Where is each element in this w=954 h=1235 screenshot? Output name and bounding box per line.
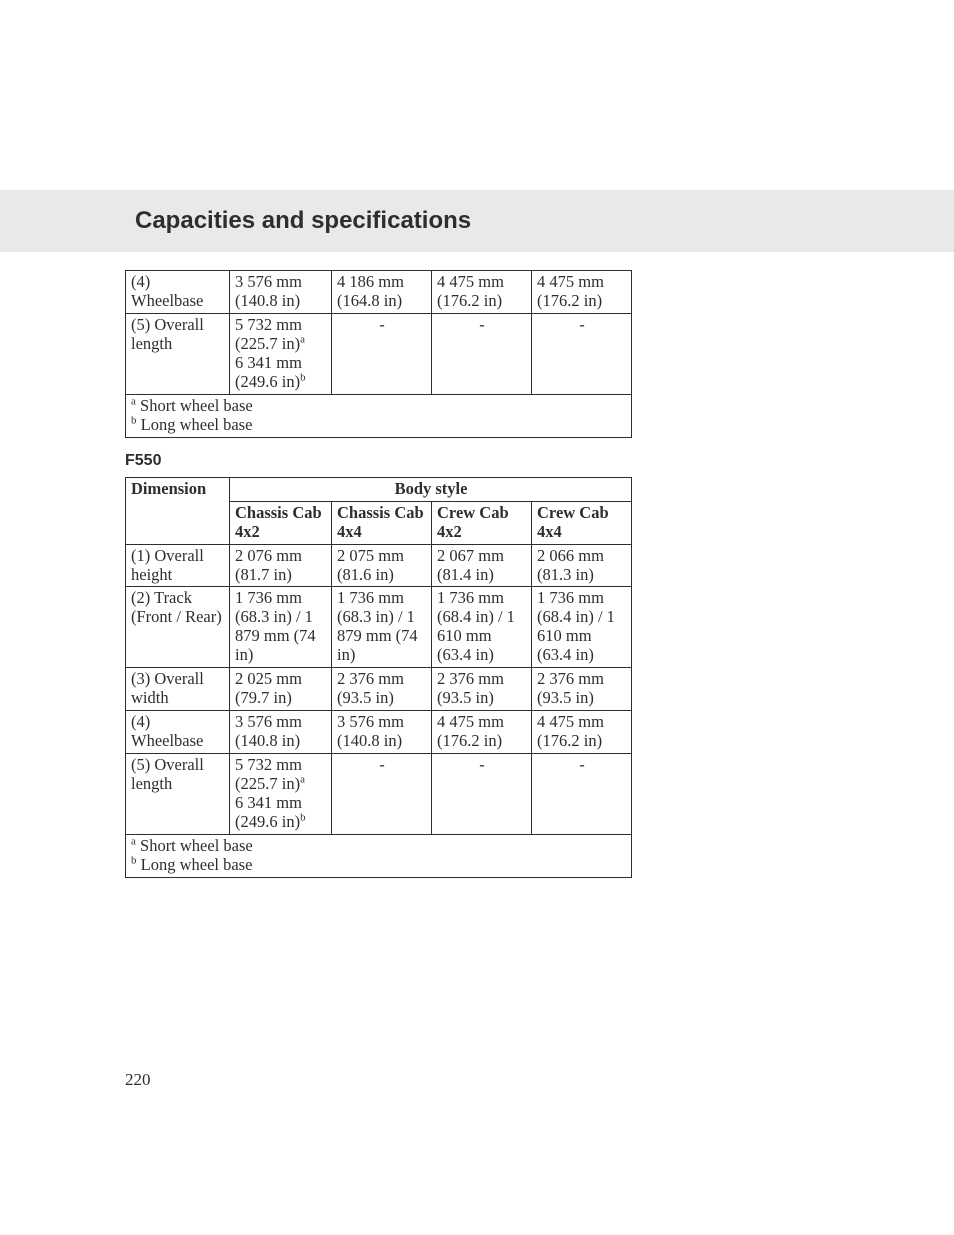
dash: - <box>337 756 427 775</box>
value-cell: - <box>532 313 632 394</box>
dash: - <box>537 316 627 335</box>
page: Capacities and specifications (4) Wheelb… <box>0 190 954 1090</box>
column-header: Chassis Cab 4x4 <box>332 501 432 544</box>
value-cell: 3 576 mm (140.8 in) <box>332 711 432 754</box>
table-footnote-row: a Short wheel base b Long wheel base <box>126 394 632 437</box>
value-cell: 4 475 mm (176.2 in) <box>532 271 632 314</box>
column-group-header: Body style <box>230 477 632 501</box>
value-cell: - <box>332 313 432 394</box>
text: (249.6 in) <box>235 372 300 391</box>
table-row: (5) Overall length 5 732 mm (225.7 in)a … <box>126 754 632 835</box>
table-row: (2) Track (Front / Rear) 1 736 mm (68.3 … <box>126 587 632 668</box>
footnote-cell: a Short wheel base b Long wheel base <box>126 835 632 878</box>
superscript: a <box>300 774 305 786</box>
value-cell: - <box>532 754 632 835</box>
model-heading: F550 <box>125 452 631 471</box>
value-cell: 2 075 mm (81.6 in) <box>332 544 432 587</box>
column-header: Crew Cab 4x2 <box>432 501 532 544</box>
table-footnote-row: a Short wheel base b Long wheel base <box>126 835 632 878</box>
header-band: Capacities and specifications <box>0 190 954 252</box>
dim-cell: (3) Overall width <box>126 668 230 711</box>
value-cell: 4 475 mm (176.2 in) <box>432 711 532 754</box>
superscript: b <box>300 812 306 824</box>
dim-cell: (2) Track (Front / Rear) <box>126 587 230 668</box>
superscript: b <box>300 371 306 383</box>
footnote-text: Short wheel base <box>136 396 253 415</box>
text: (225.7 in) <box>235 334 300 353</box>
table-row: (5) Overall length 5 732 mm (225.7 in)a … <box>126 313 632 394</box>
value-cell: 2 376 mm (93.5 in) <box>432 668 532 711</box>
value-cell: 2 066 mm (81.3 in) <box>532 544 632 587</box>
value-cell: 2 067 mm (81.4 in) <box>432 544 532 587</box>
text: 6 341 mm <box>235 353 302 372</box>
table-row: (1) Overall height 2 076 mm (81.7 in) 2 … <box>126 544 632 587</box>
value-cell: 4 475 mm (176.2 in) <box>532 711 632 754</box>
dim-cell: (5) Overall length <box>126 313 230 394</box>
dim-cell: (4) Wheelbase <box>126 271 230 314</box>
value-cell: 3 576 mm (140.8 in) <box>230 711 332 754</box>
value-cell: 2 076 mm (81.7 in) <box>230 544 332 587</box>
value-cell: 2 376 mm (93.5 in) <box>532 668 632 711</box>
superscript: a <box>300 333 305 345</box>
text: (225.7 in) <box>235 774 300 793</box>
value-cell: - <box>432 754 532 835</box>
dim-cell: (4) Wheelbase <box>126 711 230 754</box>
dim-cell: (5) Overall length <box>126 754 230 835</box>
footnote-text: Long wheel base <box>137 415 253 434</box>
value-cell: 5 732 mm (225.7 in)a 6 341 mm (249.6 in)… <box>230 754 332 835</box>
text: (249.6 in) <box>235 812 300 831</box>
value-cell: 3 576 mm (140.8 in) <box>230 271 332 314</box>
content-area: (4) Wheelbase 3 576 mm (140.8 in) 4 186 … <box>125 270 631 878</box>
value-cell: 1 736 mm (68.4 in) / 1 610 mm (63.4 in) <box>432 587 532 668</box>
dash: - <box>437 756 527 775</box>
dash: - <box>437 316 527 335</box>
column-header: Dimension <box>126 477 230 544</box>
text: 5 732 mm <box>235 755 302 774</box>
value-cell: 1 736 mm (68.4 in) / 1 610 mm (63.4 in) <box>532 587 632 668</box>
value-cell: 1 736 mm (68.3 in) / 1 879 mm (74 in) <box>332 587 432 668</box>
page-number: 220 <box>125 1070 954 1090</box>
table-row: (4) Wheelbase 3 576 mm (140.8 in) 3 576 … <box>126 711 632 754</box>
dash: - <box>537 756 627 775</box>
table-row: (3) Overall width 2 025 mm (79.7 in) 2 3… <box>126 668 632 711</box>
dim-cell: (1) Overall height <box>126 544 230 587</box>
value-cell: 4 475 mm (176.2 in) <box>432 271 532 314</box>
footnote-text: Short wheel base <box>136 836 253 855</box>
value-cell: 2 025 mm (79.7 in) <box>230 668 332 711</box>
text: 6 341 mm <box>235 793 302 812</box>
page-title: Capacities and specifications <box>135 207 471 235</box>
value-cell: - <box>332 754 432 835</box>
footnote-cell: a Short wheel base b Long wheel base <box>126 394 632 437</box>
text: 5 732 mm <box>235 315 302 334</box>
value-cell: 1 736 mm (68.3 in) / 1 879 mm (74 in) <box>230 587 332 668</box>
column-header: Crew Cab 4x4 <box>532 501 632 544</box>
specs-table-2: Dimension Body style Chassis Cab 4x2 Cha… <box>125 477 632 878</box>
table-row: (4) Wheelbase 3 576 mm (140.8 in) 4 186 … <box>126 271 632 314</box>
column-header: Chassis Cab 4x2 <box>230 501 332 544</box>
footnote-text: Long wheel base <box>137 855 253 874</box>
value-cell: - <box>432 313 532 394</box>
value-cell: 5 732 mm (225.7 in)a 6 341 mm (249.6 in)… <box>230 313 332 394</box>
value-cell: 4 186 mm (164.8 in) <box>332 271 432 314</box>
table-header-row: Dimension Body style <box>126 477 632 501</box>
value-cell: 2 376 mm (93.5 in) <box>332 668 432 711</box>
dash: - <box>337 316 427 335</box>
specs-table-1: (4) Wheelbase 3 576 mm (140.8 in) 4 186 … <box>125 270 632 438</box>
